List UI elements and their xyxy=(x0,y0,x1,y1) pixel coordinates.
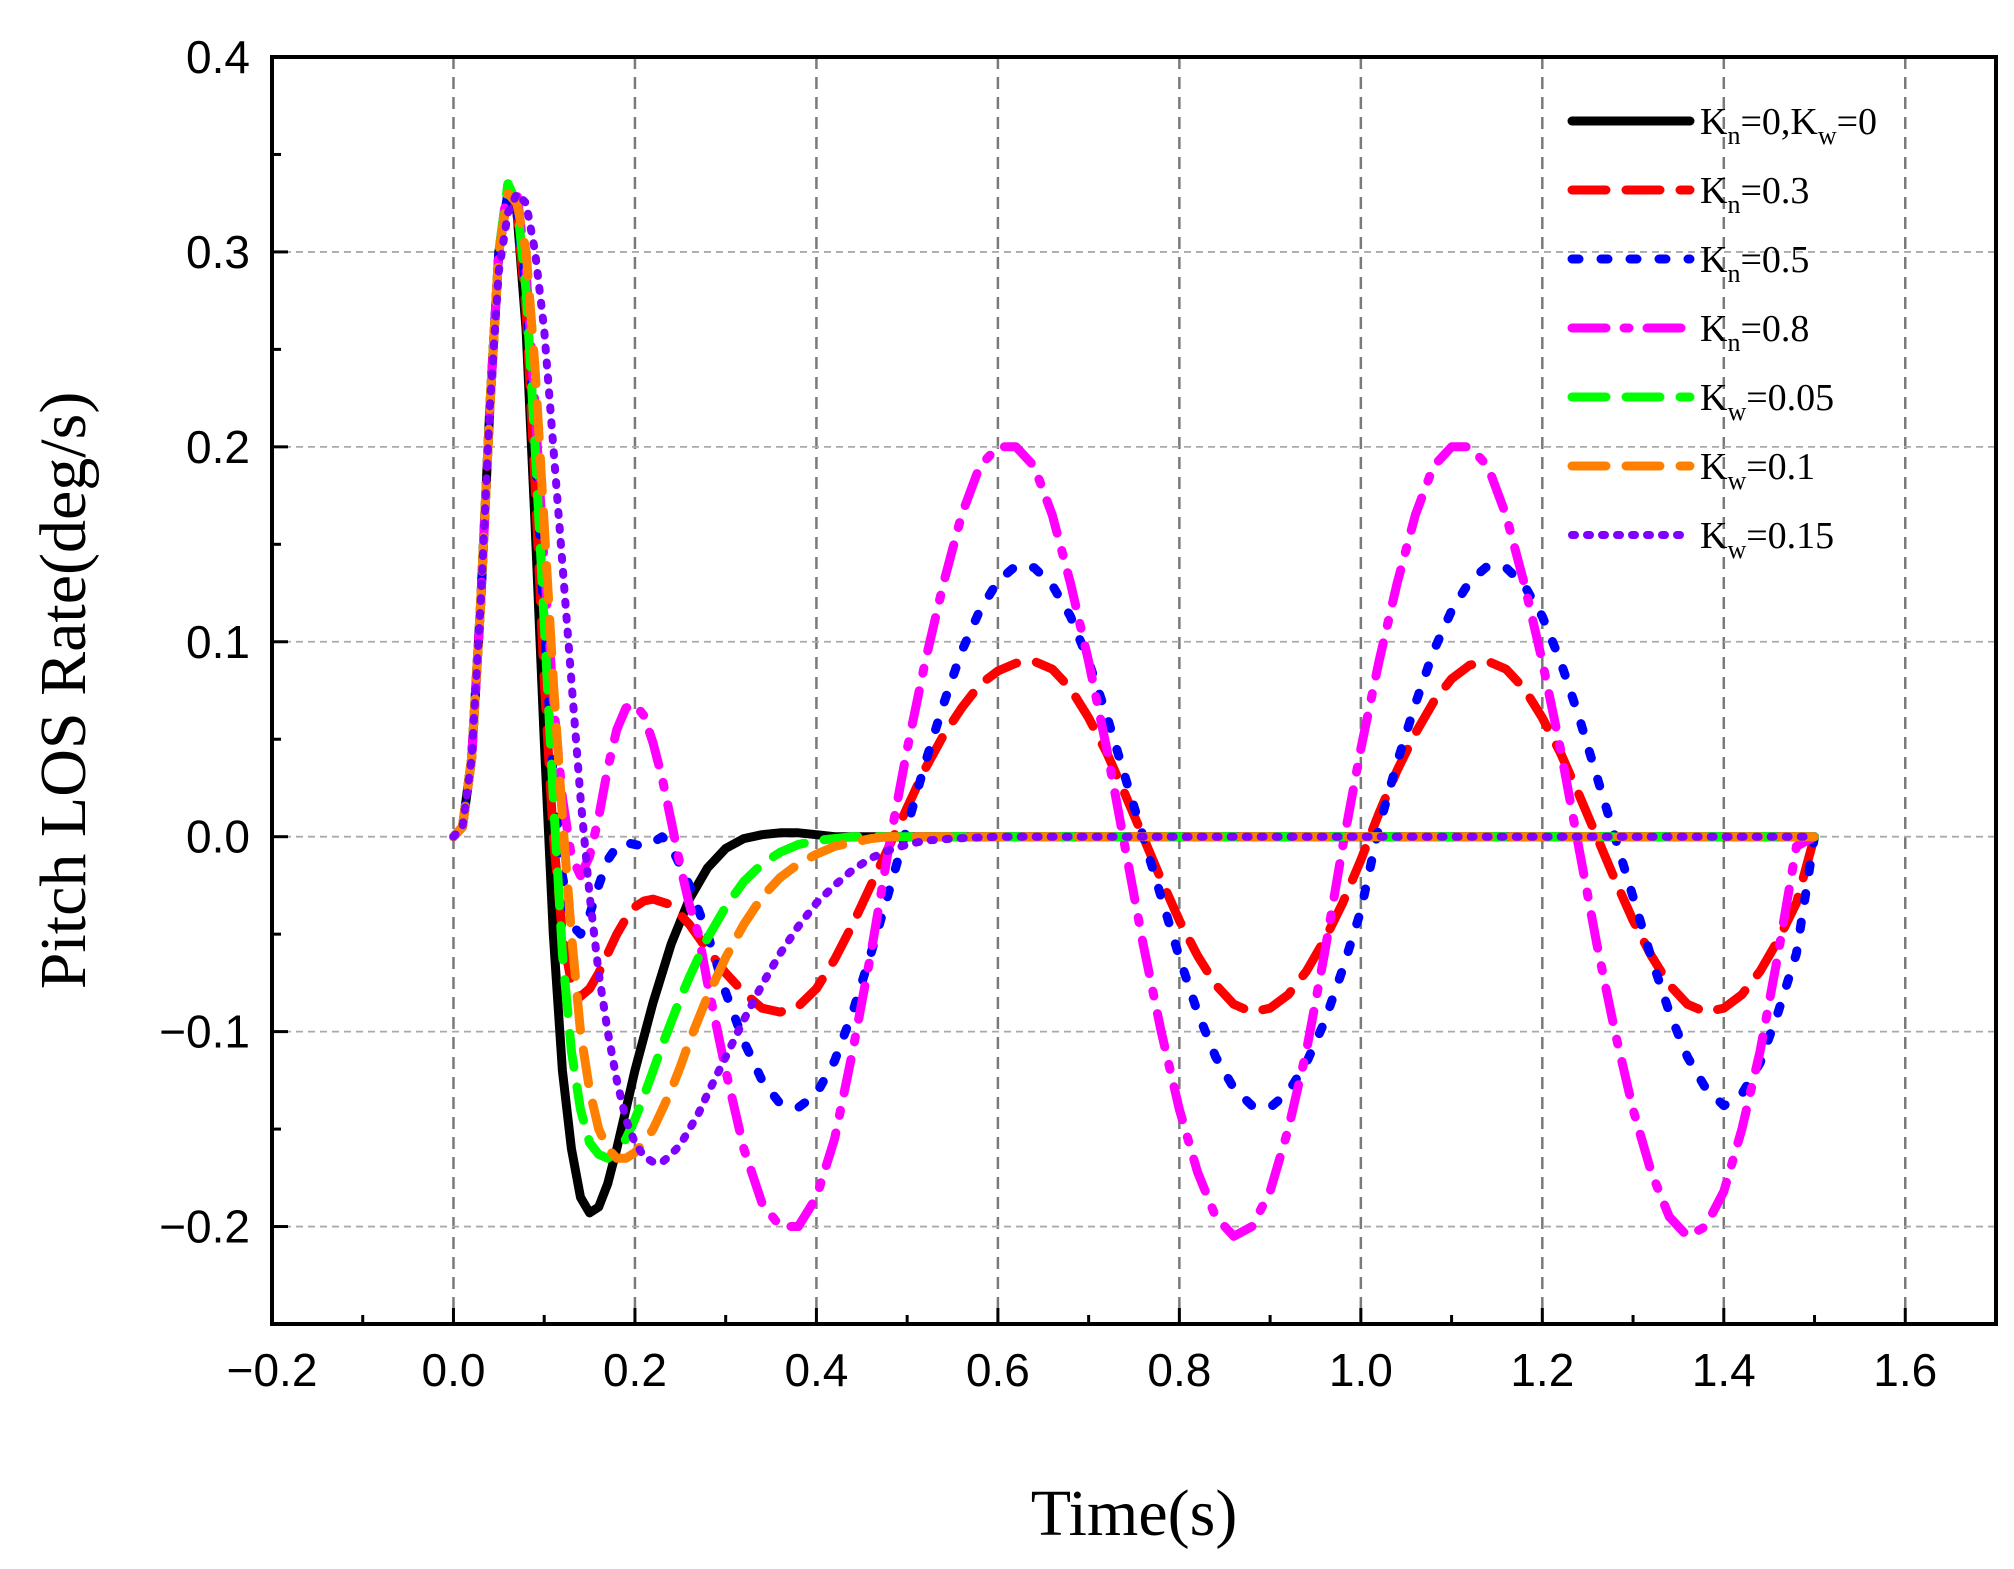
plot-frame xyxy=(270,55,1998,1326)
legend-label: Kn=0.5 xyxy=(1700,239,1809,288)
legend-label: Kn=0.3 xyxy=(1700,170,1809,219)
x-tick-label: 0.0 xyxy=(421,1344,485,1396)
y-tick-label: 0.4 xyxy=(186,31,250,83)
y-axis-title: Pitch LOS Rate(deg/s) xyxy=(27,392,100,990)
legend-label: Kn=0,Kw=0 xyxy=(1700,101,1877,150)
y-tick-label: 0.1 xyxy=(186,616,250,668)
x-axis-title: Time(s) xyxy=(1031,1477,1238,1550)
grid-lines xyxy=(272,57,1996,1324)
legend-label: Kw=0.05 xyxy=(1700,377,1834,426)
x-tick-label: 1.4 xyxy=(1692,1344,1756,1396)
x-tick-label: 0.8 xyxy=(1147,1344,1211,1396)
x-tick-labels: −0.2 0.0 0.2 0.4 0.6 0.8 1.0 1.2 1.4 1.6 xyxy=(227,1344,1938,1396)
series-line xyxy=(449,188,1819,1113)
x-tick-label: 1.6 xyxy=(1873,1344,1937,1396)
legend: Kn=0,Kw=0 Kn=0.3 Kn=0.5 Kn=0.8 Kw=0.05 Kw=0.1… xyxy=(1567,101,1877,564)
legend-label: Kw=0.15 xyxy=(1700,515,1834,564)
series-line xyxy=(449,189,1819,1167)
plot-series xyxy=(449,179,1819,1241)
x-tick-label: 0.6 xyxy=(966,1344,1030,1396)
x-tick-label: 1.2 xyxy=(1510,1344,1574,1396)
axis-ticks xyxy=(270,55,1907,1324)
y-tick-label: −0.1 xyxy=(159,1006,250,1058)
series-line xyxy=(449,188,1819,1163)
x-tick-label: 0.4 xyxy=(784,1344,848,1396)
y-tick-label: −0.2 xyxy=(159,1201,250,1253)
legend-label: Kn=0.8 xyxy=(1700,308,1809,357)
y-tick-labels: −0.2 −0.1 0.0 0.1 0.2 0.3 0.4 xyxy=(159,31,250,1253)
y-tick-label: 0.3 xyxy=(186,226,250,278)
x-tick-label: 1.0 xyxy=(1329,1344,1393,1396)
series-line xyxy=(449,188,1819,1017)
legend-label: Kw=0.1 xyxy=(1700,446,1815,495)
x-tick-label: −0.2 xyxy=(227,1344,318,1396)
x-tick-label: 0.2 xyxy=(603,1344,667,1396)
y-tick-label: 0.2 xyxy=(186,421,250,473)
y-tick-label: 0.0 xyxy=(186,811,250,863)
